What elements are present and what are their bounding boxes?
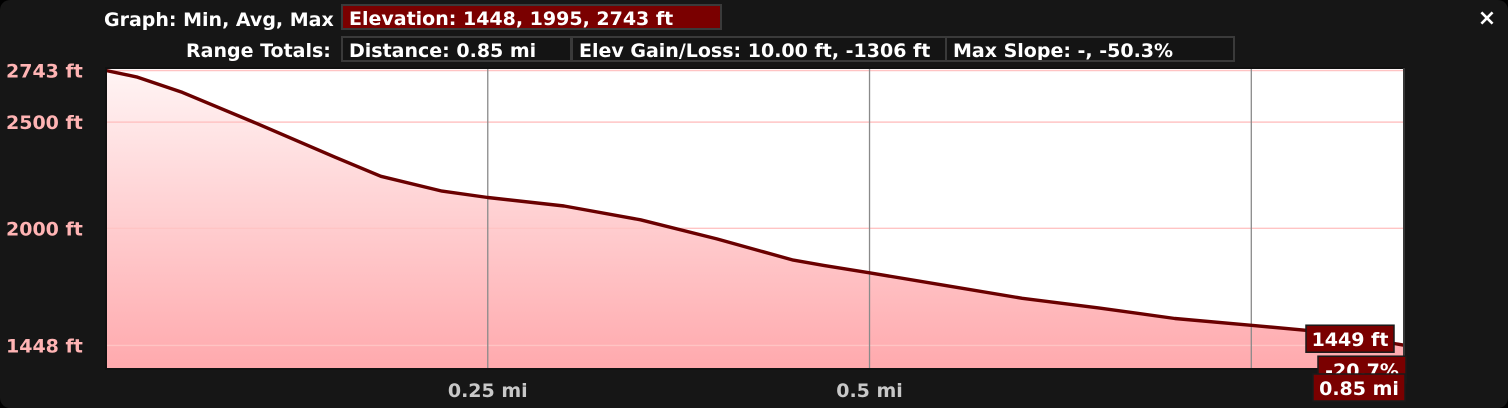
y-tick-label: 2743 ft — [6, 61, 83, 83]
cursor-elevation-label-box — [1305, 324, 1395, 353]
elevation-stats-box: Elevation: 1448, 1995, 2743 ft — [341, 4, 722, 30]
cursor-elevation-label: 1449 ft — [1312, 329, 1389, 351]
cursor-distance-label: 0.85 mi — [1319, 378, 1399, 400]
range-totals-label: Range Totals: — [186, 40, 331, 62]
close-icon[interactable]: × — [1477, 6, 1497, 31]
graph-stat-label: Graph: Min, Avg, Max — [104, 9, 334, 31]
cursor-distance-label-box — [1312, 373, 1406, 402]
x-tick-label: 0.25 mi — [448, 380, 528, 402]
x-tick-label: 0.5 mi — [836, 380, 903, 402]
y-tick-label: 2500 ft — [6, 112, 83, 134]
elev-gain-loss-box: Elev Gain/Loss: 10.00 ft, -1306 ft — [571, 36, 947, 62]
elevation-line — [105, 68, 1405, 347]
y-tick-label: 2000 ft — [6, 218, 83, 240]
distance-box: Distance: 0.85 mi — [341, 36, 572, 62]
y-tick-label: 1448 ft — [6, 335, 83, 357]
elevation-area — [106, 70, 1404, 369]
max-slope-box: Max Slope: -, -50.3% — [945, 36, 1235, 62]
